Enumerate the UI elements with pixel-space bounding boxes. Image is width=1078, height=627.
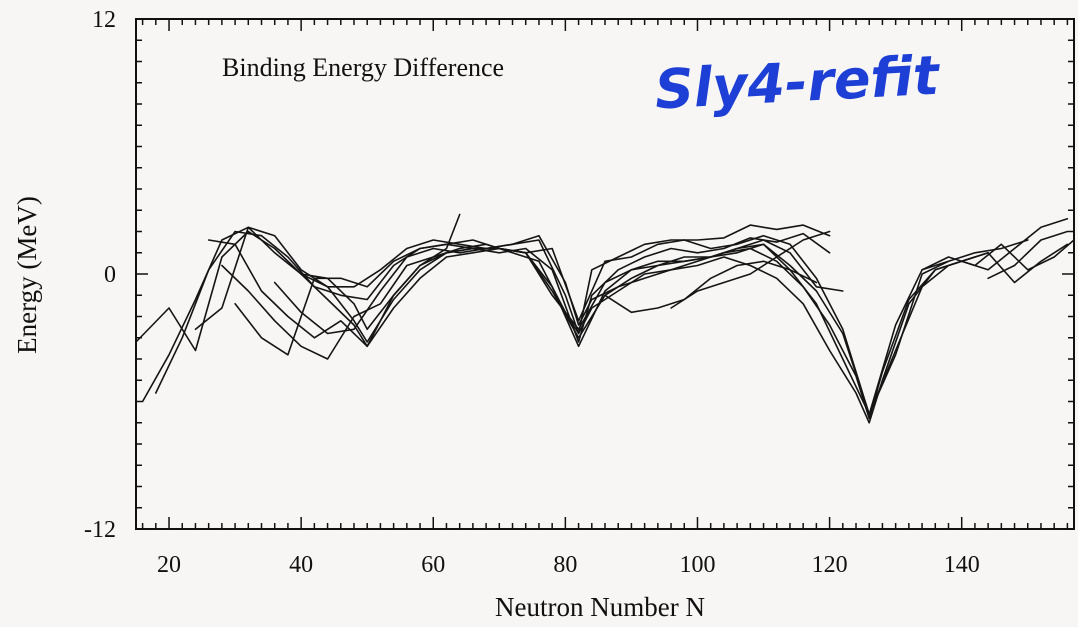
- x-tick-label: 120: [812, 552, 848, 578]
- series-line-11: [670, 230, 831, 309]
- x-tick-label: 140: [944, 552, 980, 578]
- x-tick-label: 60: [421, 552, 445, 578]
- y-tick-label: -12: [84, 517, 116, 543]
- y-tick-labels: 12 0 -12: [84, 7, 116, 543]
- series-line-9: [300, 213, 461, 331]
- x-tick-label: 100: [679, 552, 715, 578]
- series-line-14: [921, 239, 1075, 271]
- y-axis-title: Energy (MeV): [12, 196, 42, 354]
- series-line-6: [221, 243, 989, 420]
- series-line-5: [207, 239, 976, 416]
- handwritten-label: Sly4-refit: [653, 44, 942, 122]
- annotation-label: Binding Energy Difference: [222, 53, 504, 82]
- series-line-8: [273, 218, 1069, 424]
- series-line-12: [960, 243, 1069, 284]
- y-tick-label: 0: [104, 262, 116, 288]
- x-axis-title: Neutron Number N: [495, 592, 705, 622]
- series-line-7: [234, 234, 1029, 416]
- series-line-2: [155, 230, 831, 394]
- y-tick-label: 12: [92, 7, 116, 33]
- x-tick-label: 80: [553, 552, 577, 578]
- series-line-13: [987, 230, 1069, 280]
- axis-ticks: [136, 18, 1074, 530]
- x-tick-label: 20: [157, 552, 181, 578]
- series-line-10: [604, 260, 818, 314]
- x-tick-labels: 20 40 60 80 100 120 140: [157, 552, 980, 578]
- x-tick-label: 40: [289, 552, 313, 578]
- series-layer: [135, 213, 1075, 424]
